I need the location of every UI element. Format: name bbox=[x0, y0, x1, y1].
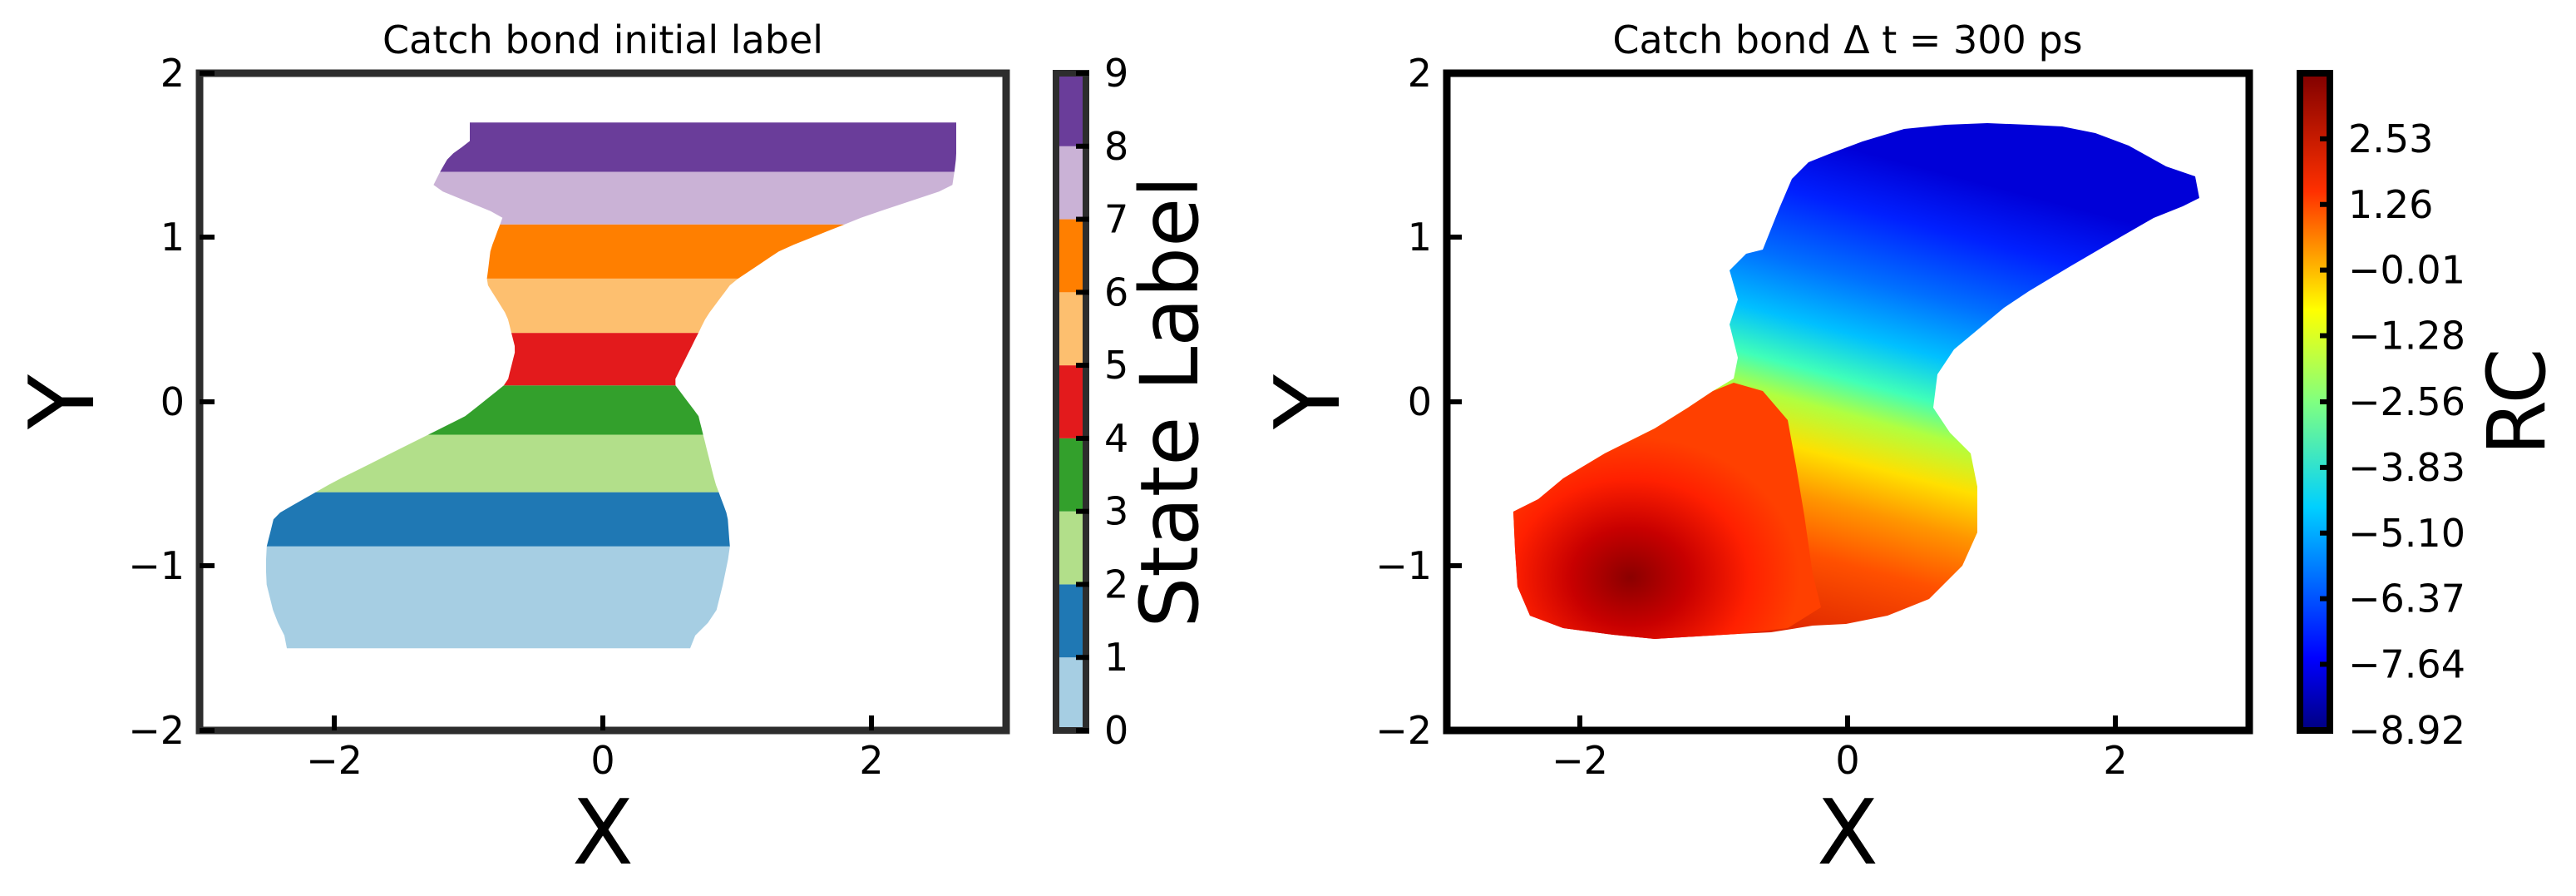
right-colorbar-label: RC bbox=[2470, 349, 2564, 456]
colorbar-segment-8 bbox=[1056, 73, 1086, 146]
left-colorbar-frame bbox=[1053, 70, 1089, 734]
left-ytick-label: −2 bbox=[128, 708, 185, 753]
left-xtick-label: 2 bbox=[859, 738, 883, 783]
colorbar-tick-label: 7 bbox=[1104, 197, 1128, 242]
colorbar-tick-label: 9 bbox=[1104, 51, 1128, 96]
colorbar-tick-label: 4 bbox=[1104, 416, 1128, 461]
colorbar-segment-7 bbox=[1056, 146, 1086, 220]
left-xtick-label: 0 bbox=[590, 738, 614, 783]
right-ytick-label: 0 bbox=[1408, 379, 1432, 424]
state-label-colorbar bbox=[1056, 73, 1086, 730]
rc-colorbar-tick-label: −8.92 bbox=[2348, 708, 2465, 753]
colorbar-tick-label: 1 bbox=[1104, 635, 1128, 680]
colorbar-tick-label: 6 bbox=[1104, 270, 1128, 314]
state-label-heatmap bbox=[266, 122, 956, 649]
colorbar-segment-6 bbox=[1056, 219, 1086, 293]
state-band-0 bbox=[266, 546, 730, 649]
right-xtick-label: 2 bbox=[2103, 738, 2127, 783]
state-band-6 bbox=[486, 224, 845, 279]
rc-heatmap bbox=[1513, 123, 2199, 639]
left-x-ticks: −2 0 2 bbox=[306, 715, 884, 783]
left-xtick-label: −2 bbox=[306, 738, 363, 783]
state-band-7 bbox=[433, 171, 955, 225]
right-panel: Catch bond Δ t = 300 ps −2 0 2 −2 −1 0 1… bbox=[1256, 17, 2564, 885]
right-ytick-label: −2 bbox=[1375, 708, 1432, 753]
colorbar-tick-label: 3 bbox=[1104, 489, 1128, 534]
colorbar-segment-3 bbox=[1056, 438, 1086, 512]
colorbar-segment-5 bbox=[1056, 292, 1086, 366]
state-band-8 bbox=[440, 122, 956, 172]
colorbar-tick-label: 5 bbox=[1104, 343, 1128, 388]
rc-colorbar-tick-label: −5.10 bbox=[2348, 511, 2465, 556]
rc-colorbar-tick-label: −2.56 bbox=[2348, 379, 2465, 424]
right-ytick-label: 1 bbox=[1408, 215, 1432, 260]
rc-colorbar-tick-label: −6.37 bbox=[2348, 577, 2465, 621]
left-chart-title: Catch bond initial label bbox=[382, 17, 823, 62]
rc-colorbar-tick-label: −3.83 bbox=[2348, 445, 2465, 490]
rc-colorbar-tick-label: −1.28 bbox=[2348, 314, 2465, 359]
colorbar-tick-label: 0 bbox=[1104, 708, 1128, 753]
right-y-ticks: −2 −1 0 1 2 bbox=[1375, 51, 1462, 753]
left-y-axis-label: Y bbox=[11, 374, 115, 430]
rc-red-basin bbox=[1513, 383, 1821, 639]
colorbar-segment-4 bbox=[1056, 365, 1086, 438]
left-panel: Catch bond initial label −2 0 2 −2 −1 0 … bbox=[11, 17, 1216, 885]
right-y-axis-label: Y bbox=[1256, 374, 1360, 430]
left-x-axis-label: X bbox=[572, 781, 634, 885]
right-xtick-label: 0 bbox=[1835, 738, 1859, 783]
right-chart-title: Catch bond Δ t = 300 ps bbox=[1612, 17, 2082, 62]
left-ytick-label: 1 bbox=[160, 215, 185, 260]
left-colorbar-ticks: 0 1 2 3 4 5 6 7 8 9 bbox=[1076, 51, 1128, 753]
left-colorbar-label: State Label bbox=[1123, 176, 1216, 628]
colorbar-segment-0 bbox=[1056, 657, 1086, 730]
right-ytick-label: −1 bbox=[1375, 543, 1432, 588]
colorbar-segment-1 bbox=[1056, 584, 1086, 658]
rc-colorbar-tick-label: 2.53 bbox=[2348, 116, 2433, 161]
state-band-4 bbox=[503, 333, 698, 386]
colorbar-tick-label: 2 bbox=[1104, 562, 1128, 606]
state-band-5 bbox=[486, 278, 738, 334]
left-y-ticks: −2 −1 0 1 2 bbox=[128, 51, 215, 753]
rc-colorbar-tick-label: −7.64 bbox=[2348, 642, 2465, 687]
right-colorbar-ticks: 2.53 1.26 −0.01 −1.28 −2.56 −3.83 −5.10 −6.37 −7… bbox=[2320, 116, 2465, 753]
right-xtick-label: −2 bbox=[1552, 738, 1608, 783]
right-ytick-label: 2 bbox=[1408, 51, 1432, 96]
colorbar-tick-label: 8 bbox=[1104, 124, 1128, 169]
right-x-axis-label: X bbox=[1817, 781, 1878, 885]
state-band-2 bbox=[315, 434, 719, 493]
colorbar-segment-2 bbox=[1056, 511, 1086, 585]
left-ytick-label: 0 bbox=[160, 379, 185, 424]
right-x-ticks: −2 0 2 bbox=[1552, 715, 2128, 783]
rc-colorbar-tick-label: 1.26 bbox=[2348, 182, 2433, 227]
state-band-1 bbox=[266, 492, 730, 547]
rc-colorbar-tick-label: −0.01 bbox=[2348, 248, 2465, 293]
state-band-3 bbox=[428, 385, 703, 435]
left-ytick-label: −1 bbox=[128, 543, 185, 588]
left-ytick-label: 2 bbox=[160, 51, 185, 96]
